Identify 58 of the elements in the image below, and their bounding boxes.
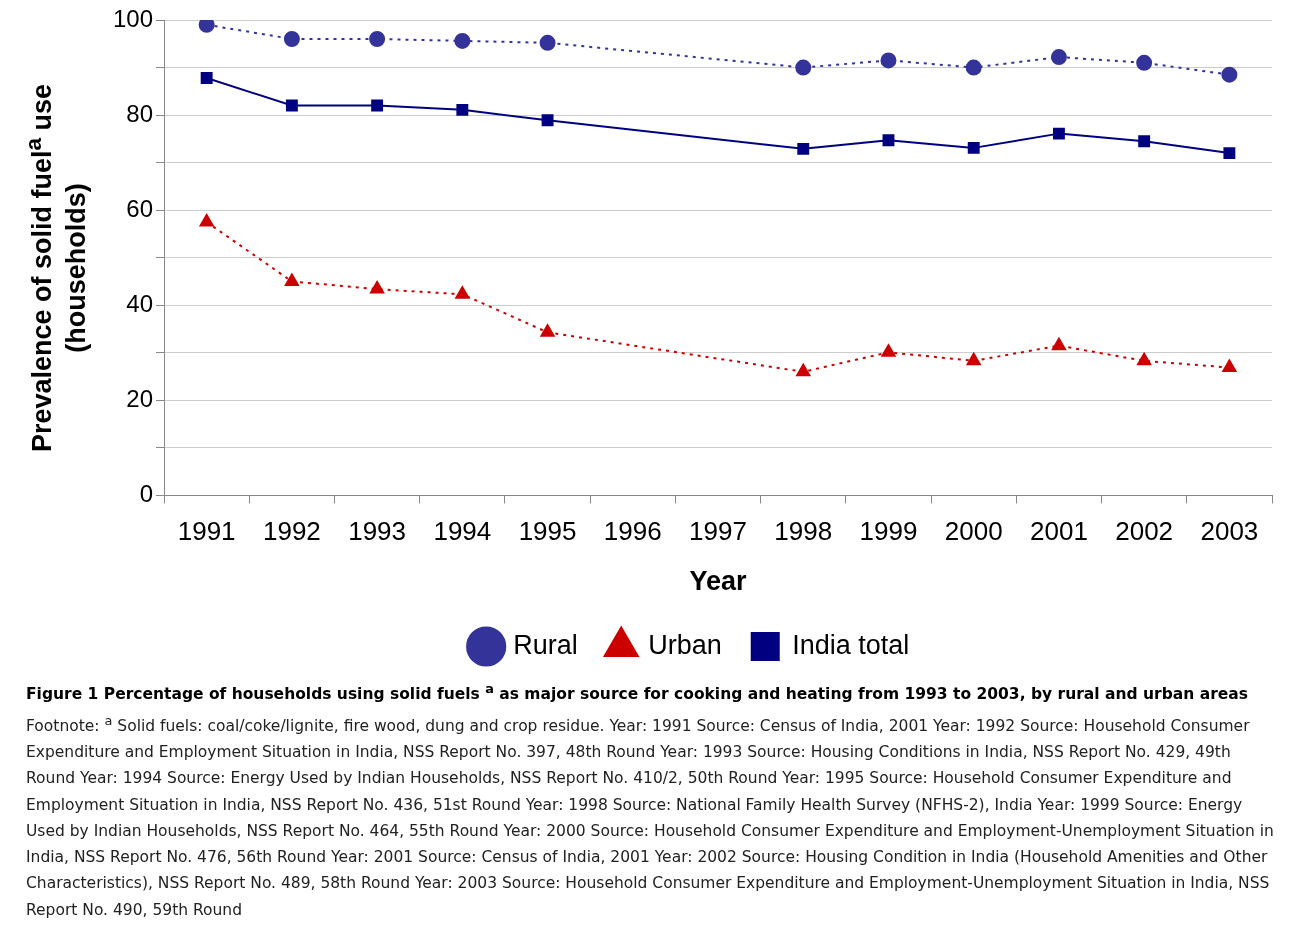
point bbox=[1052, 127, 1065, 140]
point bbox=[881, 344, 896, 357]
text: Footnote: $^{a}$ Solid fuels: coal/coke/lignite, fire wood, dung and crop residue. Year: 1991 Source: Census of India, 2001 Year: 1992 Source: Household Consumer Expenditure and Employment Situation in India, NSS Report No. 397, 48th Round Year: 1993 Source: Housing Conditions in India, NSS Report No. 429, 49th Round Year: 1994 Source: Energy Used by Indian Households, NSS Report No. 410/2, 50th Round Year: 1995 Source: Household Consumer Expenditure and Employment Situation in India, NSS Report No. 436, 51st Round Year: 1998 Source: National Family Health Survey (NFHS-2), India Year: 1999 Source: Energy Used by Indian Households, NSS Report No. 464, 55th Round Year: 2000 Source: Household Consumer Expenditure and Employment-Unemployment Situation in India, NSS Report No. 476, 56th Round Year: 2001 Source: Census of India, 2001 Year: 2002 Source: Housing Condition in India (Household Amenities and Other Characteristics), NSS Report No. 489, 58th Round Year: 2003 Source: Household Consumer Expenditure and Employment-Unemployment Situation in India, NSS Report No. 490, 59th Round bbox=[26, 712, 1274, 919]
point bbox=[1221, 66, 1238, 83]
x-tick-label: 1992 bbox=[262, 516, 321, 547]
legend-label: India total bbox=[792, 629, 910, 660]
point bbox=[1138, 135, 1151, 148]
point bbox=[284, 273, 299, 286]
point bbox=[966, 352, 981, 366]
point bbox=[283, 31, 300, 48]
point bbox=[198, 20, 215, 33]
point bbox=[371, 99, 384, 112]
point bbox=[795, 59, 812, 76]
point bbox=[797, 142, 810, 155]
point bbox=[1223, 147, 1236, 160]
x-tick-label: 2003 bbox=[1200, 516, 1259, 547]
x-tick-label: 1991 bbox=[177, 516, 236, 547]
point bbox=[199, 214, 214, 227]
point bbox=[880, 52, 897, 69]
x-tick-label: 2000 bbox=[944, 516, 1003, 547]
point bbox=[796, 363, 811, 377]
point bbox=[965, 59, 982, 76]
point bbox=[454, 32, 471, 49]
point bbox=[285, 99, 298, 112]
point bbox=[455, 286, 470, 299]
point bbox=[540, 324, 555, 337]
x-tick-label: 1998 bbox=[774, 516, 833, 547]
point bbox=[456, 103, 469, 116]
point bbox=[1050, 49, 1067, 66]
x-tick-label: 2002 bbox=[1115, 516, 1174, 547]
point bbox=[1137, 352, 1152, 366]
y-tick-label: 0 bbox=[139, 480, 154, 508]
x-tick-label: 1993 bbox=[348, 516, 407, 547]
x-tick-label: 1994 bbox=[433, 516, 492, 547]
legend-label: Urban bbox=[648, 629, 722, 660]
x-tick-label: 1999 bbox=[859, 516, 918, 547]
point bbox=[882, 134, 895, 147]
text: Figure 1 Percentage of households using solid fuels $^{a}$ as major source for cooking and heating from 1993 to 2003, by rural and urban areas bbox=[26, 681, 1248, 704]
x-tick-label: 1996 bbox=[603, 516, 662, 547]
x-tick-label: 2001 bbox=[1030, 516, 1088, 547]
point bbox=[369, 31, 386, 48]
y-tick-label: 40 bbox=[126, 289, 154, 317]
point bbox=[1051, 337, 1066, 351]
point bbox=[539, 34, 556, 51]
legend-label: Rural bbox=[513, 629, 578, 660]
x-axis-title: Year bbox=[689, 566, 748, 597]
x-tick-label: 1997 bbox=[689, 516, 747, 547]
point bbox=[967, 141, 980, 154]
x-tick-label: 1995 bbox=[518, 516, 577, 547]
y-tick-label: 20 bbox=[126, 384, 154, 412]
point bbox=[1222, 359, 1237, 373]
point bbox=[370, 281, 385, 294]
point bbox=[200, 72, 213, 84]
point bbox=[1136, 54, 1153, 71]
y-tick-label: 60 bbox=[126, 194, 154, 222]
y-tick-label: 100 bbox=[113, 4, 154, 32]
point bbox=[541, 114, 554, 127]
y-tick-label: 80 bbox=[126, 99, 154, 127]
